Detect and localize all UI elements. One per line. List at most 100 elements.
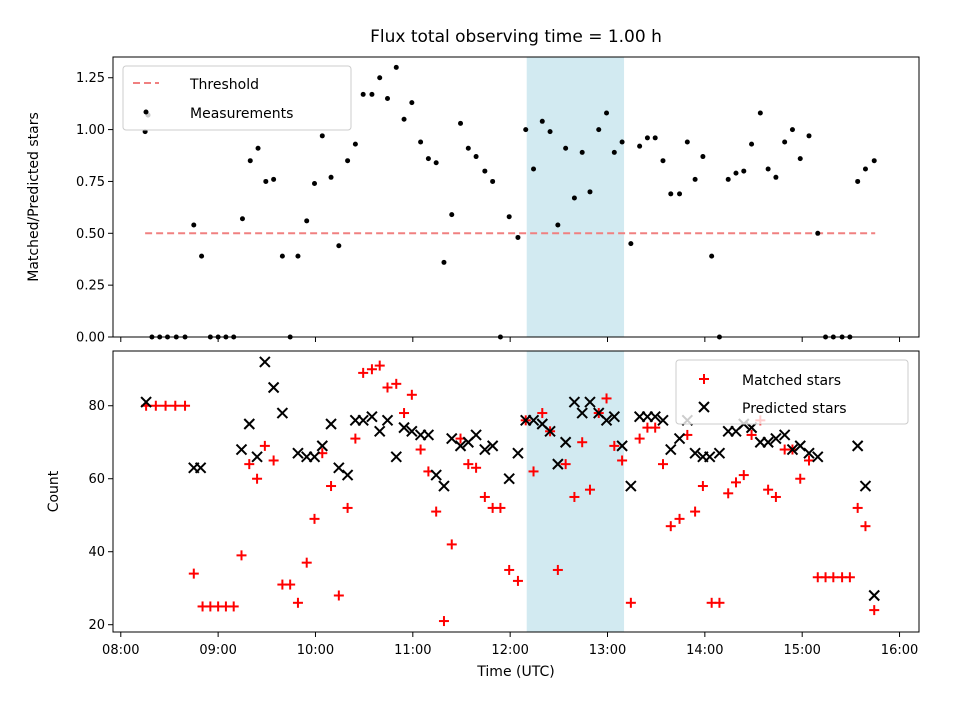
predicted-star-point: [486, 440, 499, 452]
measurement-point: [757, 110, 763, 116]
y-tick-label: 40: [88, 545, 105, 560]
matched-star-point: [259, 440, 270, 451]
count-marks: [140, 356, 880, 627]
count-legend: Matched stars Predicted stars: [675, 359, 909, 425]
matched-star-point: [528, 466, 539, 477]
measurement-point: [587, 189, 593, 195]
matched-star-point: [869, 605, 880, 616]
matched-star-point: [617, 455, 628, 466]
measurement-point: [733, 170, 739, 176]
legend-predicted-label: Predicted stars: [742, 401, 847, 417]
predicted-star-point: [812, 451, 824, 463]
count-x-axis-label: Time (UTC): [476, 664, 554, 680]
x-tick-label: 11:00: [394, 643, 431, 658]
predicted-star-point: [422, 429, 435, 441]
matched-star-point: [512, 575, 523, 586]
matched-star-point: [738, 470, 749, 481]
matched-star-point: [650, 422, 661, 433]
matched-star-point: [236, 550, 247, 561]
x-tick-label: 08:00: [102, 643, 139, 658]
matched-star-point: [471, 462, 482, 473]
predicted-star-point: [762, 436, 774, 448]
measurement-point: [369, 91, 375, 97]
matched-star-point: [326, 481, 337, 492]
measurement-point: [660, 158, 666, 164]
matched-star-point: [342, 502, 353, 513]
y-tick-label: 0.25: [76, 279, 105, 294]
x-tick-label: 12:00: [491, 643, 528, 658]
legend-plus-mark: [699, 374, 709, 384]
matched-star-point: [657, 459, 668, 470]
predicted-star-point: [512, 447, 524, 459]
ratio-x-ticks: [120, 337, 901, 342]
predicted-star-point: [341, 469, 354, 481]
y-tick-label: 1.00: [76, 123, 105, 138]
matched-star-point: [770, 491, 781, 502]
predicted-star-point: [235, 443, 248, 456]
count-panel: 20 40 60 80 08:00 09:00 10:00 11:00 12:00 13:00 1…: [46, 350, 920, 680]
matched-star-point: [795, 473, 806, 484]
measurement-point: [490, 178, 496, 184]
matched-star-point: [188, 568, 199, 579]
measurement-point: [563, 145, 569, 151]
x-tick-label: 14:00: [686, 643, 723, 658]
count-y-ticks: 20 40 60 80: [88, 399, 113, 633]
x-tick-label: 13:00: [589, 643, 626, 658]
measurement-point: [433, 160, 439, 166]
predicted-star-point: [479, 443, 491, 456]
predicted-star-point: [276, 407, 289, 419]
matched-star-point: [746, 429, 757, 440]
measurement-point: [465, 145, 471, 151]
count-x-ticks: 08:00 09:00 10:00 11:00 12:00 13:00 14:00 15:00…: [102, 632, 918, 658]
measurement-point: [596, 127, 602, 133]
measurement-point: [360, 91, 366, 97]
x-tick-label: 10:00: [297, 643, 334, 658]
matched-star-point: [690, 506, 701, 517]
measurement-point: [247, 158, 253, 164]
ratio-legend-box: [122, 65, 352, 131]
legend-measurements-label: Measurements: [190, 106, 293, 122]
matched-star-point: [285, 579, 296, 590]
predicted-star-point: [243, 418, 255, 430]
x-tick-label: 15:00: [783, 643, 820, 658]
predicted-star-point: [713, 447, 726, 459]
matched-star-point: [577, 437, 588, 448]
predicted-star-point: [140, 396, 152, 408]
legend-matched-label: Matched stars: [742, 373, 841, 389]
matched-star-point: [495, 502, 506, 513]
matched-star-point: [584, 484, 595, 495]
measurement-point: [806, 133, 812, 139]
highlight-span: [526, 351, 625, 632]
ratio-y-ticks: 0.00 0.25 0.50 0.75 1.00 1.25: [76, 71, 113, 346]
measurement-point: [199, 253, 205, 259]
measurement-point: [700, 154, 706, 160]
measurement-point: [271, 176, 277, 182]
matched-star-point: [228, 601, 239, 612]
predicted-star-point: [689, 447, 701, 459]
legend-x-mark: [698, 401, 710, 413]
measurement-point: [709, 253, 715, 259]
matched-star-point: [804, 455, 815, 466]
matched-star-point: [180, 400, 191, 411]
legend-predicted-swatch: [698, 401, 710, 413]
predicted-star-point: [316, 440, 328, 452]
measurement-point: [725, 176, 731, 182]
y-tick-label: 80: [88, 399, 105, 414]
predicted-star-point: [454, 440, 467, 452]
measurement-point: [677, 191, 683, 197]
y-tick-label: 0.50: [76, 227, 105, 242]
matched-star-point: [665, 521, 676, 532]
x-tick-label: 09:00: [199, 643, 236, 658]
matched-star-point: [358, 367, 369, 378]
predicted-star-point: [381, 414, 394, 427]
matched-star-point: [350, 433, 361, 444]
predicted-star-point: [794, 440, 806, 452]
matched-star-point: [723, 488, 734, 499]
measurement-point: [345, 158, 351, 164]
matched-star-point: [860, 521, 871, 532]
measurement-point: [312, 181, 317, 187]
predicted-star-point: [544, 425, 556, 437]
predicted-star-point: [803, 447, 815, 459]
measurement-point: [855, 178, 861, 184]
x-tick-label: 16:00: [881, 643, 918, 658]
